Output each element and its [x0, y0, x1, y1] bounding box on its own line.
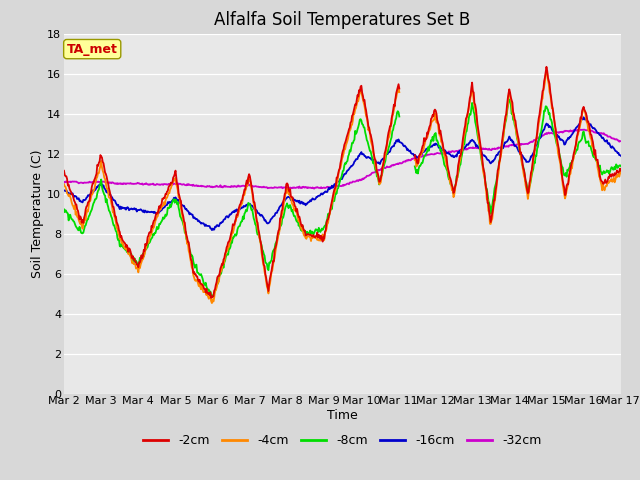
-32cm: [411, 155, 419, 161]
-32cm: [184, 182, 192, 188]
-8cm: [214, 281, 221, 287]
-32cm: [617, 138, 625, 144]
-8cm: [127, 251, 135, 257]
Line: -32cm: -32cm: [64, 130, 621, 189]
-2cm: [214, 275, 221, 280]
-16cm: [184, 208, 192, 214]
-16cm: [208, 227, 216, 233]
-32cm: [70, 179, 78, 184]
-16cm: [580, 114, 588, 120]
-16cm: [617, 153, 625, 159]
Y-axis label: Soil Temperature (C): Soil Temperature (C): [31, 149, 44, 278]
-8cm: [70, 219, 78, 225]
-8cm: [184, 239, 192, 244]
-2cm: [428, 116, 435, 122]
-2cm: [70, 198, 78, 204]
Line: -4cm: -4cm: [64, 72, 621, 303]
Title: Alfalfa Soil Temperatures Set B: Alfalfa Soil Temperatures Set B: [214, 11, 470, 29]
-2cm: [127, 252, 135, 258]
-8cm: [411, 164, 419, 169]
-16cm: [60, 187, 68, 193]
-16cm: [428, 144, 435, 149]
-4cm: [617, 169, 625, 175]
-16cm: [127, 205, 135, 211]
-16cm: [411, 152, 419, 158]
-16cm: [70, 194, 78, 200]
-2cm: [60, 168, 68, 174]
Line: -8cm: -8cm: [64, 99, 621, 297]
-32cm: [214, 183, 221, 189]
-4cm: [428, 120, 435, 126]
-8cm: [617, 163, 625, 169]
-32cm: [580, 127, 588, 132]
-2cm: [617, 168, 625, 173]
-4cm: [60, 181, 68, 187]
-32cm: [428, 151, 435, 157]
-16cm: [214, 223, 222, 229]
X-axis label: Time: Time: [327, 409, 358, 422]
-4cm: [411, 157, 419, 163]
-8cm: [60, 206, 68, 212]
-4cm: [127, 256, 135, 262]
-4cm: [70, 206, 78, 212]
-8cm: [428, 137, 435, 143]
-2cm: [184, 239, 192, 245]
Text: TA_met: TA_met: [67, 43, 118, 56]
-32cm: [127, 181, 135, 187]
Legend: -2cm, -4cm, -8cm, -16cm, -32cm: -2cm, -4cm, -8cm, -16cm, -32cm: [138, 429, 547, 452]
-2cm: [411, 152, 419, 158]
-4cm: [214, 281, 221, 287]
-32cm: [60, 179, 68, 185]
Line: -2cm: -2cm: [64, 67, 621, 298]
Line: -16cm: -16cm: [64, 117, 621, 230]
-4cm: [184, 240, 192, 246]
-32cm: [310, 186, 318, 192]
